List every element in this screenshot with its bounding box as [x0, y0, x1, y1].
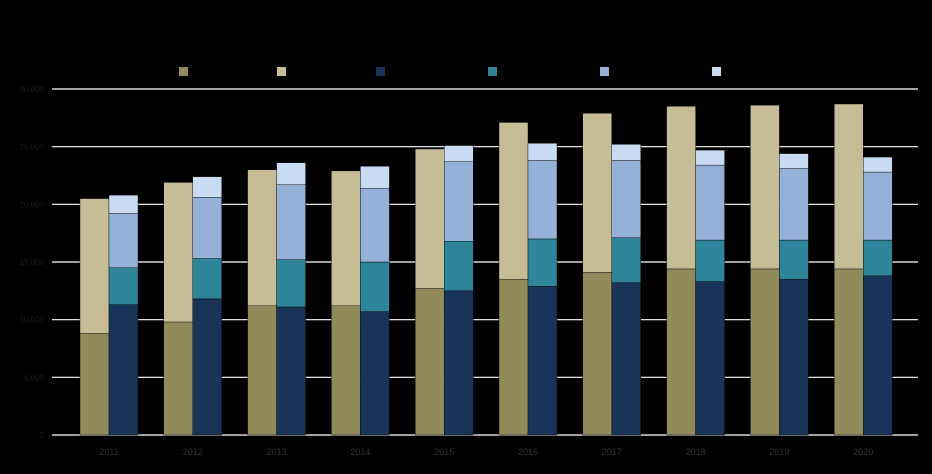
bar-segment-b-2 [611, 282, 641, 436]
bar-segment-a-1 [666, 106, 696, 270]
bar-segment-b-5 [695, 149, 725, 166]
bar-segment-b-3 [863, 239, 893, 277]
bar-segment-b-4 [611, 160, 641, 238]
bar-segment-a-0 [666, 268, 696, 436]
bar-segment-b-2 [108, 304, 139, 436]
bar-segment-a-1 [750, 104, 780, 270]
bar-segment-b-3 [108, 267, 139, 305]
bar-segment-b-4 [108, 213, 139, 268]
bar-segment-a-1 [415, 148, 445, 289]
bar-segment-b-2 [527, 286, 558, 436]
bar-segment-a-1 [247, 169, 277, 307]
bar-segment-b-4 [863, 171, 893, 241]
bar-segment-b-5 [779, 153, 809, 169]
legend-swatch [488, 67, 497, 76]
bar-segment-b-5 [863, 156, 893, 173]
bar-segment-b-2 [444, 290, 474, 436]
bar-segment-a-1 [331, 170, 361, 307]
bar-segment-b-5 [527, 143, 558, 161]
bar-segment-b-5 [611, 144, 641, 161]
bar-segment-b-4 [192, 197, 223, 259]
bar-segment-b-4 [779, 168, 809, 241]
y-tick-label: 5,000 [24, 373, 45, 382]
bar-segment-b-3 [192, 258, 223, 300]
x-tick-label: 2011 [99, 447, 118, 457]
bar-segment-b-3 [276, 259, 306, 308]
legend [179, 67, 721, 76]
y-tick-label: 15,000 [20, 258, 45, 267]
bar-segment-a-0 [415, 288, 445, 436]
bar-segment-a-0 [582, 272, 612, 436]
bar-segment-b-4 [444, 161, 474, 242]
bar-segment-a-0 [163, 321, 194, 436]
bar-segment-b-4 [360, 187, 390, 263]
y-tick-label: 0 [40, 431, 45, 440]
x-tick-label: 2016 [518, 447, 538, 457]
x-axis-tick-labels: 2011 2012 2013 2014 2015 2016 2017 2018 2019 2020 [99, 447, 873, 457]
legend-swatch [179, 67, 188, 76]
bar-segment-b-5 [444, 145, 474, 162]
y-tick-label: 20,000 [20, 200, 45, 209]
bar-segment-b-3 [779, 239, 809, 280]
y-tick-label: 30,000 [20, 85, 45, 94]
bar-segment-b-3 [444, 241, 474, 292]
y-tick-label: 25,000 [20, 143, 45, 152]
legend-swatch [600, 67, 609, 76]
bar-segment-b-2 [863, 275, 893, 436]
bar-segment-b-5 [360, 166, 390, 189]
bar-segment-b-2 [695, 281, 725, 436]
bar-segment-b-2 [192, 298, 223, 436]
bar-segment-a-0 [834, 268, 864, 436]
bar-segment-b-5 [192, 176, 223, 198]
bar-segment-b-4 [527, 160, 558, 240]
bar-segment-b-2 [360, 311, 390, 436]
bar-segment-b-2 [779, 279, 809, 436]
bar-segment-a-0 [331, 305, 361, 436]
bars [79, 103, 893, 436]
bar-segment-b-3 [611, 237, 641, 283]
bar-segment-b-4 [276, 184, 306, 260]
bar-segment-b-5 [276, 162, 306, 185]
bar-segment-a-1 [834, 103, 864, 270]
legend-swatch [712, 67, 721, 76]
bar-segment-b-3 [695, 239, 725, 282]
x-tick-label: 2014 [350, 447, 370, 457]
x-tick-label: 2015 [434, 447, 454, 457]
bar-segment-b-2 [276, 306, 306, 436]
x-tick-label: 2020 [853, 447, 873, 457]
bar-segment-a-1 [163, 182, 194, 323]
bar-segment-b-4 [695, 164, 725, 241]
bar-segment-a-1 [79, 198, 110, 334]
bar-segment-a-0 [79, 333, 110, 436]
bar-segment-a-1 [498, 122, 529, 280]
bar-segment-b-3 [527, 238, 558, 287]
bar-segment-b-5 [108, 194, 139, 214]
legend-swatch [277, 67, 286, 76]
x-tick-label: 2017 [602, 447, 622, 457]
x-tick-label: 2012 [183, 447, 203, 457]
bar-segment-a-1 [582, 113, 612, 273]
bar-segment-a-0 [750, 268, 780, 436]
legend-swatch [376, 67, 385, 76]
y-tick-label: 10,000 [20, 316, 45, 325]
bar-segment-b-3 [360, 261, 390, 312]
y-axis-tick-labels: 0 5,000 10,000 15,000 20,000 25,000 30,000 [20, 85, 45, 440]
bar-segment-a-0 [247, 305, 277, 436]
x-tick-label: 2018 [686, 447, 706, 457]
x-tick-label: 2019 [769, 447, 789, 457]
bar-segment-a-0 [498, 279, 529, 436]
x-tick-label: 2013 [267, 447, 287, 457]
